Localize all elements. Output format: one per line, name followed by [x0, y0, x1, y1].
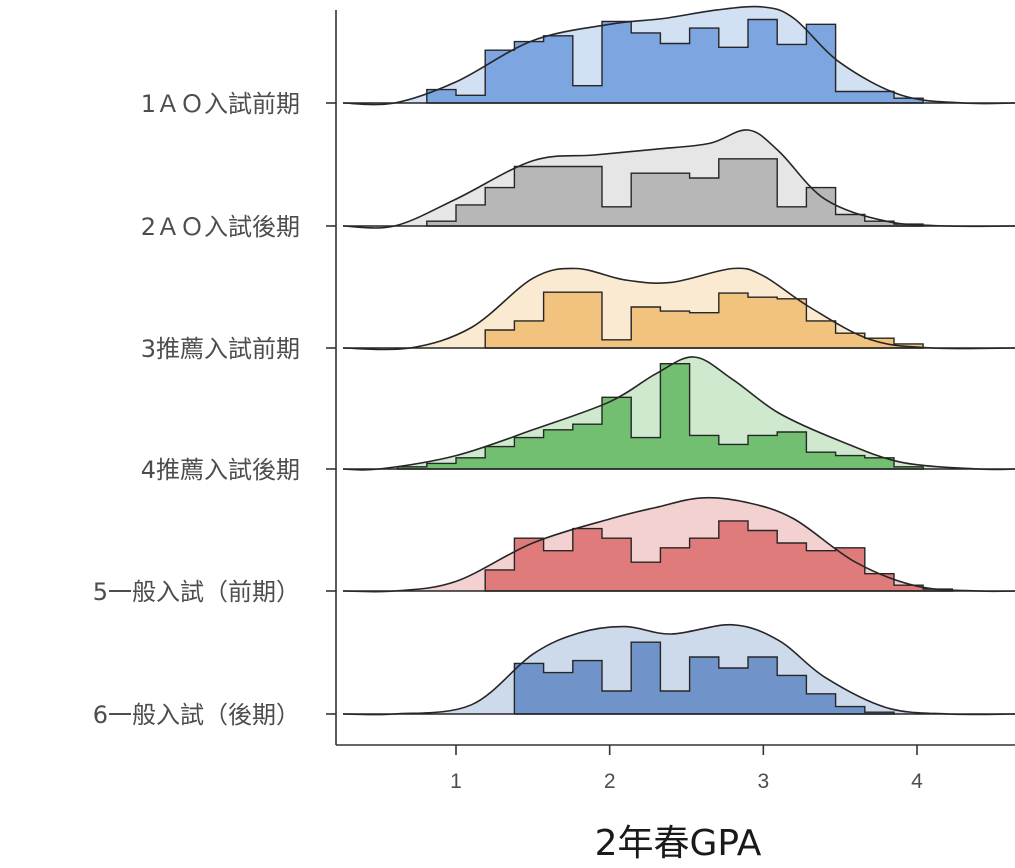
histogram-bars [426, 18, 924, 104]
density-curve [342, 267, 1015, 351]
ridge-2 [342, 129, 1015, 229]
density-curve [342, 623, 1015, 716]
ridge-6 [342, 623, 1015, 716]
x-axis-title: 2年春GPA [595, 823, 762, 864]
category-label: 5一般入試（前期） [93, 578, 300, 606]
plot-area [342, 5, 1015, 716]
category-label: 4推薦入試後期 [141, 456, 300, 484]
category-label: 2ＡＯ入試後期 [141, 213, 300, 241]
ridge-3 [342, 267, 1015, 351]
x-tick-label: 4 [911, 770, 923, 793]
ridge-1 [342, 5, 1015, 106]
x-axis-ticks: 1 2 3 4 [450, 745, 923, 793]
histogram-bars [484, 520, 953, 592]
density-area [343, 624, 1015, 715]
histogram-bars [426, 158, 924, 227]
category-label: 3推薦入試前期 [141, 335, 300, 363]
density-curve [342, 496, 1015, 593]
density-curve [342, 356, 1015, 471]
ridge-4 [342, 356, 1015, 471]
ridge-5 [342, 496, 1015, 593]
histogram-bars [396, 363, 924, 470]
density-curve [342, 5, 1015, 106]
category-labels: 1ＡＯ入試前期 2ＡＯ入試後期 3推薦入試前期 4推薦入試後期 5一般入試（前期） 6一般… [93, 90, 336, 729]
x-tick-label: 2 [604, 770, 616, 793]
category-label: 1ＡＯ入試前期 [141, 90, 300, 118]
x-tick-label: 1 [450, 770, 462, 793]
density-curve [342, 129, 1015, 229]
x-tick-label: 3 [757, 770, 769, 793]
category-label: 6一般入試（後期） [93, 701, 300, 729]
histogram-bars [513, 641, 895, 715]
